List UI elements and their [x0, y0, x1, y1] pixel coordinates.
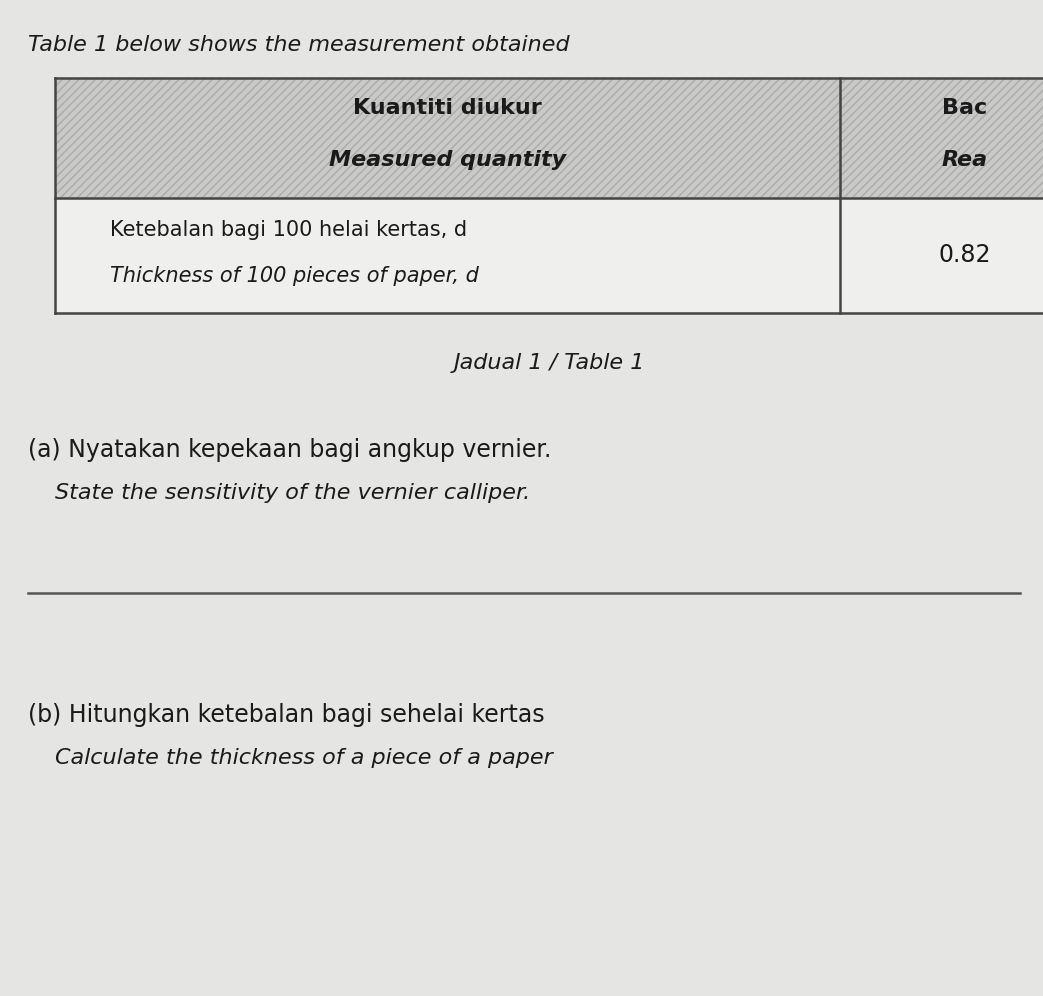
Text: Kuantiti diukur: Kuantiti diukur — [354, 98, 542, 118]
Text: Thickness of 100 pieces of paper, d: Thickness of 100 pieces of paper, d — [110, 266, 479, 286]
Text: Table 1 below shows the measurement obtained: Table 1 below shows the measurement obta… — [28, 35, 569, 55]
Bar — [55, 78, 840, 198]
Bar — [840, 78, 1043, 198]
Bar — [55, 78, 840, 198]
Text: Bac: Bac — [943, 98, 988, 118]
Text: (a) Nyatakan kepekaan bagi angkup vernier.: (a) Nyatakan kepekaan bagi angkup vernie… — [28, 438, 552, 462]
Text: Measured quantity: Measured quantity — [329, 150, 566, 170]
Text: Calculate the thickness of a piece of a paper: Calculate the thickness of a piece of a … — [55, 748, 553, 768]
Text: Rea: Rea — [942, 150, 988, 170]
Text: (b) Hitungkan ketebalan bagi sehelai kertas: (b) Hitungkan ketebalan bagi sehelai ker… — [28, 703, 544, 727]
Text: State the sensitivity of the vernier calliper.: State the sensitivity of the vernier cal… — [55, 483, 530, 503]
Bar — [55, 198, 1043, 313]
Text: Jadual 1 / Table 1: Jadual 1 / Table 1 — [454, 353, 645, 373]
Text: Ketebalan bagi 100 helai kertas, d: Ketebalan bagi 100 helai kertas, d — [110, 220, 467, 240]
Bar — [840, 78, 1043, 198]
Text: 0.82: 0.82 — [939, 243, 991, 267]
